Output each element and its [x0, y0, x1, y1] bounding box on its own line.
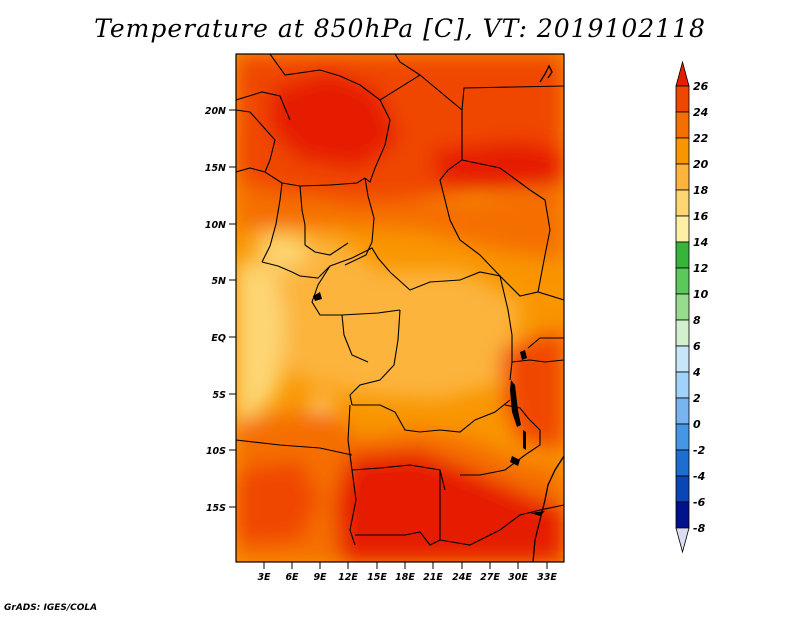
lon-label: 21E — [423, 572, 443, 583]
colorbar-segment — [675, 475, 690, 503]
lon-label: 3E — [257, 572, 271, 583]
lon-label: 6E — [285, 572, 299, 583]
colorbar-label: 10 — [693, 288, 709, 301]
lon-tick-9e: 9E — [313, 562, 327, 583]
colorbar-label: 14 — [693, 236, 708, 249]
lon-label: 33E — [537, 572, 557, 583]
colorbar-label: -6 — [693, 496, 706, 509]
lon-tick-15e: 15E — [367, 562, 387, 583]
lon-tick-27e: 27E — [480, 562, 500, 583]
lon-label: 9E — [313, 572, 327, 583]
colorbar-segment — [675, 189, 690, 217]
lat-tick-5s: 5S — [213, 390, 236, 401]
colorbar-label: 12 — [693, 262, 709, 275]
colorbar-label: 24 — [693, 106, 708, 119]
lat-tick-10s: 10S — [206, 446, 236, 457]
map-frame — [235, 53, 565, 563]
colorbar-segment — [675, 137, 690, 165]
lon-tick-33e: 33E — [537, 562, 557, 583]
colorbar-label: 26 — [693, 80, 709, 93]
lat-tick-5n: 5N — [211, 276, 236, 287]
colorbar-segment — [675, 371, 690, 399]
colorbar-segment — [675, 449, 690, 477]
lat-label: 10N — [205, 220, 226, 231]
colorbar-bottom-arrow — [675, 527, 690, 554]
colorbar-label: -2 — [693, 444, 706, 457]
colorbar-label: -4 — [693, 470, 705, 483]
chart-title: Temperature at 850hPa [C], VT: 201910211… — [94, 14, 706, 43]
colorbar-segment — [675, 319, 690, 347]
colorbar-label: 16 — [693, 210, 709, 223]
temperature-field — [236, 54, 564, 562]
colorbar-label: 4 — [692, 366, 701, 379]
lon-label: 30E — [508, 572, 528, 583]
colorbar-label: -8 — [693, 522, 706, 535]
lat-label: 5S — [213, 390, 227, 401]
lat-tick-10n: 10N — [205, 220, 236, 231]
lat-tick-20n: 20N — [205, 106, 236, 117]
lon-tick-24e: 24E — [452, 562, 472, 583]
colorbar-label: 0 — [693, 418, 701, 431]
colorbar-segment — [675, 163, 690, 191]
colorbar-segment — [675, 241, 690, 269]
colorbar-top-arrow — [675, 60, 690, 87]
colorbar-segment — [675, 501, 690, 529]
lon-label: 15E — [367, 572, 387, 583]
colorbar-label: 6 — [693, 340, 701, 353]
lat-tick-15s: 15S — [206, 503, 236, 514]
colorbar-segment — [675, 215, 690, 243]
lat-label: 10S — [206, 446, 226, 457]
lon-tick-21e: 21E — [423, 562, 443, 583]
lat-label: 20N — [205, 106, 226, 117]
colorbar-segment — [675, 423, 690, 451]
lon-tick-3e: 3E — [257, 562, 271, 583]
lon-tick-30e: 30E — [508, 562, 528, 583]
lon-tick-6e: 6E — [285, 562, 299, 583]
colorbar-segment — [675, 111, 690, 139]
lon-label: 24E — [452, 572, 472, 583]
lon-label: 18E — [395, 572, 415, 583]
lat-label: EQ — [211, 333, 226, 344]
lat-tick-15n: 15N — [205, 163, 236, 174]
lat-label: 15N — [205, 163, 226, 174]
lon-label: 12E — [338, 572, 358, 583]
lon-label: 27E — [480, 572, 500, 583]
colorbar-label: 18 — [693, 184, 709, 197]
lon-tick-18e: 18E — [395, 562, 415, 583]
colorbar-segment — [675, 293, 690, 321]
colorbar-label: 22 — [693, 132, 709, 145]
lon-tick-12e: 12E — [338, 562, 358, 583]
colorbar-segment — [675, 85, 690, 113]
colorbar-label: 2 — [693, 392, 701, 405]
colorbar-segment — [675, 397, 690, 425]
colorbar-segment — [675, 345, 690, 373]
colorbar-label: 8 — [693, 314, 701, 327]
lat-label: 15S — [206, 503, 226, 514]
lat-label: 5N — [211, 276, 226, 287]
lon-axis: 3E 6E 9E 12E 15E 18E 21E 24E 27E 30E 33E — [257, 562, 557, 583]
colorbar-label: 20 — [693, 158, 709, 171]
lat-tick-eq: EQ — [211, 333, 236, 344]
lat-axis: 20N 15N 10N 5N EQ 5S 10S 15S — [205, 106, 236, 514]
colorbar-segment — [675, 267, 690, 295]
grads-credit: GrADS: IGES/COLA — [4, 603, 98, 613]
